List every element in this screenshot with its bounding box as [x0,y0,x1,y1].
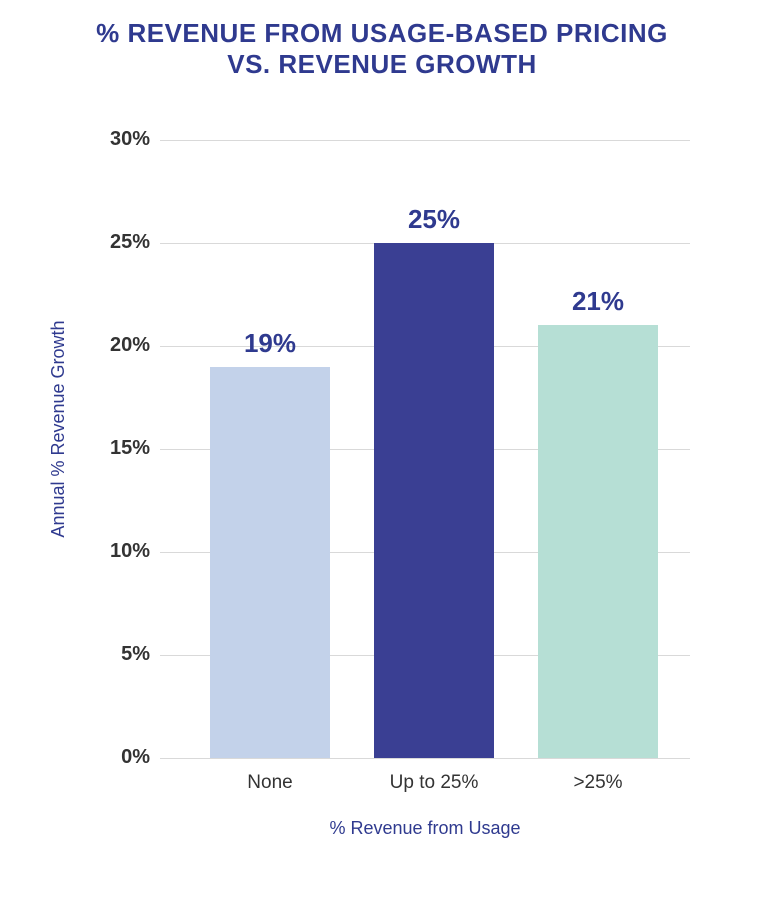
x-tick-label: None [190,772,350,794]
chart-container: % REVENUE FROM USAGE-BASED PRICINGVS. RE… [0,0,764,901]
bar-value-label: 21% [528,286,668,317]
y-tick-label: 25% [80,231,150,254]
bar [374,243,494,758]
y-tick-label: 0% [80,746,150,769]
bar-value-label: 25% [364,204,504,235]
bar-value-label: 19% [200,328,340,359]
bar [538,325,658,758]
x-tick-label: Up to 25% [354,772,514,794]
gridline [160,758,690,759]
y-axis-label: Annual % Revenue Growth [48,299,69,559]
bar [210,367,330,758]
plot-area: 19% 25% 21% [160,140,690,758]
y-tick-label: 15% [80,437,150,460]
x-axis-label: % Revenue from Usage [160,818,690,839]
y-tick-label: 10% [80,540,150,563]
y-tick-label: 5% [80,643,150,666]
gridline [160,140,690,141]
x-tick-label: >25% [518,772,678,794]
y-tick-label: 20% [80,334,150,357]
chart-title: % REVENUE FROM USAGE-BASED PRICINGVS. RE… [0,18,764,79]
y-tick-label: 30% [80,128,150,151]
